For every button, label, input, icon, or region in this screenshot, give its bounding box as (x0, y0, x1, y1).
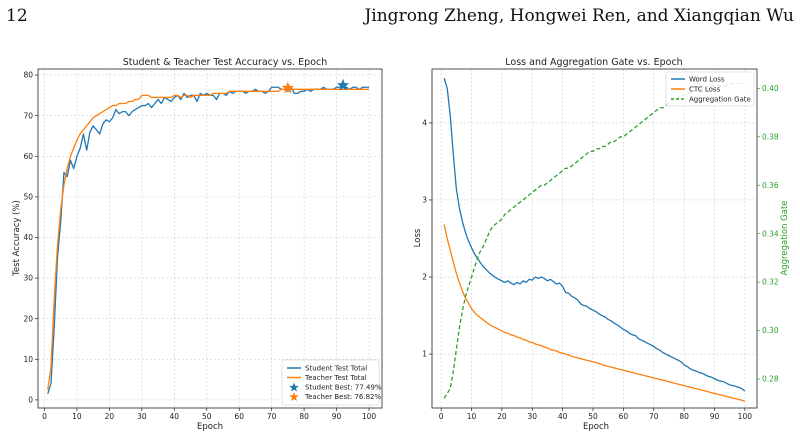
y-tick-label: 70 (23, 111, 33, 120)
x-tick-label: 20 (497, 412, 507, 421)
legend-star-student (289, 382, 299, 392)
y2-tick-label: 0.34 (762, 229, 779, 238)
y2-tick-label: 0.40 (762, 84, 779, 93)
x-tick-label: 30 (527, 412, 537, 421)
x-tick-label: 0 (439, 412, 444, 421)
x-tick-label: 40 (170, 412, 180, 421)
y-tick-label: 60 (23, 152, 33, 161)
legend-label-teacher: Teacher Test Total (304, 374, 367, 382)
y-tick-label: 4 (422, 119, 427, 128)
x-tick-labels: 0 10 20 30 40 50 60 70 80 90 100 (42, 408, 376, 421)
x-axis-label: Epoch (583, 422, 609, 432)
series-group (47, 84, 370, 394)
x-tick-label: 80 (679, 412, 689, 421)
x-tick-label: 100 (738, 412, 753, 421)
chart-title: Loss and Aggregation Gate vs. Epoch (505, 57, 682, 68)
y-tick-label: 2 (422, 273, 427, 282)
plot-frame (37, 68, 383, 409)
y2-tick-labels: 0.28 0.30 0.32 0.34 0.36 0.38 0.40 (757, 84, 779, 384)
series-line-ctc-loss (443, 224, 746, 402)
y-tick-labels: 0 10 20 30 40 50 60 70 80 (23, 71, 38, 404)
legend-label-word-loss: Word Loss (689, 76, 725, 84)
legend-label-ctc-loss: CTC Loss (689, 86, 721, 94)
series-group (443, 78, 746, 402)
legend: Student Test Total Teacher Test Total St… (281, 359, 382, 406)
y2-tick-label: 0.28 (762, 375, 779, 384)
legend: Word Loss CTC Loss Aggregation Gate (665, 71, 755, 107)
x-tick-label: 50 (588, 412, 598, 421)
y-axis-label: Test Accuracy (%) (12, 200, 22, 277)
x-tick-label: 40 (558, 412, 568, 421)
x-tick-label: 90 (332, 412, 342, 421)
y-tick-labels: 1 2 3 4 (422, 119, 432, 359)
y2-tick-label: 0.30 (762, 326, 779, 335)
y-tick-label: 80 (23, 71, 33, 80)
y2-tick-label: 0.38 (762, 132, 779, 141)
y-tick-label: 0 (28, 395, 33, 404)
grid (432, 69, 757, 408)
y-axis-label: Loss (413, 228, 423, 247)
y-tick-label: 50 (23, 192, 33, 201)
best-markers (281, 78, 350, 94)
y-tick-label: 30 (23, 274, 33, 283)
legend-box (281, 359, 380, 406)
x-tick-label: 70 (267, 412, 277, 421)
x-tick-label: 60 (619, 412, 629, 421)
legend-label-aggregation-gate: Aggregation Gate (689, 96, 751, 104)
x-tick-label: 30 (137, 412, 147, 421)
page-number: 12 (6, 6, 28, 26)
y-tick-label: 10 (23, 355, 33, 364)
series-line-aggregation-gate (443, 82, 745, 399)
x-tick-label: 20 (105, 412, 115, 421)
legend-label-teacher-best: Teacher Best: 76.82% (304, 393, 382, 401)
legend-label-student: Student Test Total (305, 365, 367, 373)
x-tick-label: 80 (299, 412, 309, 421)
x-tick-label: 50 (202, 412, 212, 421)
accuracy-chart: Student & Teacher Test Accuracy vs. Epoc… (12, 57, 383, 432)
legend-label-student-best: Student Best: 77.49% (305, 384, 382, 392)
y-tick-label: 20 (23, 314, 33, 323)
chart-title: Student & Teacher Test Accuracy vs. Epoc… (123, 57, 328, 68)
x-tick-label: 60 (234, 412, 244, 421)
x-tick-label: 100 (362, 412, 377, 421)
x-tick-label: 70 (649, 412, 659, 421)
x-axis-label: Epoch (197, 422, 223, 432)
y-tick-label: 1 (422, 350, 427, 359)
x-tick-label: 0 (42, 412, 47, 421)
y2-tick-label: 0.32 (762, 278, 779, 287)
x-tick-labels: 0 10 20 30 40 50 60 70 80 90 100 (439, 408, 753, 421)
running-head: Jingrong Zheng, Hongwei Ren, and Xiangqi… (364, 6, 794, 26)
series-line-student (47, 84, 370, 394)
y-tick-label: 40 (23, 233, 33, 242)
best-marker-teacher (281, 81, 295, 94)
plot-frame (431, 68, 758, 409)
series-line-teacher (47, 87, 370, 390)
grid (38, 69, 382, 408)
series-line-word-loss (443, 78, 746, 392)
x-tick-label: 10 (467, 412, 477, 421)
legend-box (665, 71, 755, 107)
y-tick-label: 3 (422, 196, 427, 205)
y2-tick-label: 0.36 (762, 181, 779, 190)
x-tick-label: 90 (710, 412, 720, 421)
x-tick-label: 10 (72, 412, 82, 421)
y2-axis-label: Aggregation Gate (780, 200, 790, 275)
legend-star-teacher (289, 392, 299, 402)
best-marker-student (336, 78, 350, 91)
loss-gate-chart: Loss and Aggregation Gate vs. Epoch 0 10 2… (413, 57, 790, 432)
